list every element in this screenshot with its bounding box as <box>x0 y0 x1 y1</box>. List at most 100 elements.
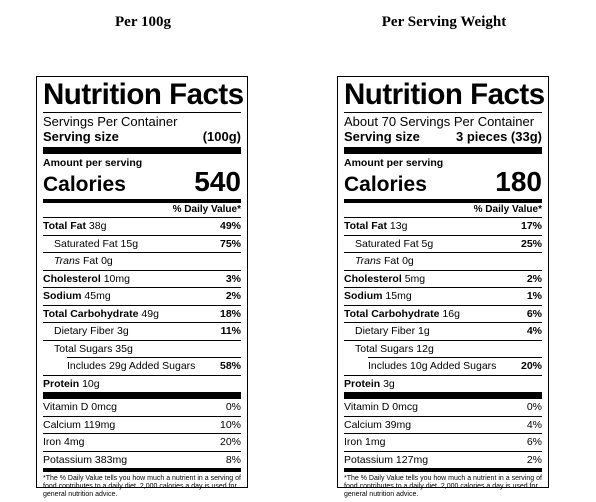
saturated-fat-label: Saturated Fat 5g <box>355 237 434 250</box>
nutrition-label-per-serving: Nutrition Facts About 70 Servings Per Co… <box>337 76 549 498</box>
added-sugars-row: Includes 10g Added Sugars 20% <box>368 357 542 375</box>
trans-fat-row: Trans Fat 0g <box>344 252 542 270</box>
heading-per-serving: Per Serving Weight <box>381 14 507 30</box>
added-sugars-pct: 58% <box>219 360 241 372</box>
sodium-amount: 15mg <box>385 290 412 302</box>
calories-row: Calories 540 <box>43 168 241 196</box>
potassium-row: Potassium 127mg 2% <box>344 450 542 469</box>
nutrition-facts-title: Nutrition Facts <box>43 78 244 111</box>
sodium-label: Sodium <box>43 290 82 302</box>
protein-row: Protein 3g <box>344 374 542 393</box>
amount-per-serving: Amount per serving <box>43 157 143 169</box>
calcium-label: Calcium 119mg <box>43 418 116 431</box>
footnote: *The % Daily Value tells you how much a … <box>43 475 241 498</box>
protein-amount: 3g <box>383 377 395 390</box>
calcium-row: Calcium 119mg 10% <box>43 415 241 434</box>
dietary-fiber-label: Dietary Fiber 1g <box>355 325 430 337</box>
footnote: *The % Daily Value tells you how much a … <box>344 475 542 498</box>
total-carb-amount: 49g <box>141 307 159 320</box>
protein-label: Protein <box>43 377 80 390</box>
total-carb-amount: 16g <box>442 307 460 320</box>
calcium-row: Calcium 39mg 4% <box>344 415 542 434</box>
calories-row: Calories 180 <box>344 166 542 197</box>
cholesterol-amount: 5mg <box>404 272 426 285</box>
cholesterol-pct: 3% <box>225 272 241 285</box>
total-sugars-label: Total Sugars 12g <box>355 342 434 355</box>
potassium-label: Potassium 127mg <box>344 453 429 466</box>
total-sugars-row: Total Sugars 35g <box>43 339 241 358</box>
total-carb-pct: 18% <box>219 307 241 320</box>
calcium-pct: 10% <box>219 418 241 431</box>
heading-per-100g: Per 100g <box>115 14 171 30</box>
total-sugars-row: Total Sugars 12g <box>344 339 542 358</box>
total-fat-amount: 38g <box>88 220 107 232</box>
trans-fat-label: Trans <box>355 255 382 267</box>
total-carb-row: Total Carbohydrate 49g 18% <box>43 304 241 323</box>
sodium-pct: 1% <box>526 290 542 302</box>
potassium-pct: 2% <box>526 453 542 466</box>
trans-fat-amount: Fat 0g <box>383 255 414 267</box>
vitamin-d-label: Vitamin D 0mcg <box>43 401 117 413</box>
added-sugars-label: Includes 10g Added Sugars <box>368 360 497 372</box>
saturated-fat-pct: 75% <box>219 237 241 250</box>
serving-size-row: Serving size 3 pieces (33g) <box>344 129 542 144</box>
vitamin-d-pct: 0% <box>526 401 542 413</box>
added-sugars-label: Includes 29g Added Sugars <box>67 360 196 372</box>
protein-label: Protein <box>344 377 381 390</box>
cholesterol-row: Cholesterol 5mg 2% <box>344 269 542 288</box>
trans-fat-label: Trans <box>54 255 81 267</box>
dietary-fiber-pct: 4% <box>526 325 542 337</box>
calories-label: Calories <box>344 173 427 196</box>
saturated-fat-row: Saturated Fat 15g 75% <box>43 234 241 253</box>
cholesterol-amount: 10mg <box>103 272 130 285</box>
added-sugars-pct: 20% <box>520 360 542 372</box>
potassium-label: Potassium 383mg <box>43 453 128 466</box>
total-carb-label: Total Carbohydrate <box>344 307 440 320</box>
added-sugars-row: Includes 29g Added Sugars 58% <box>67 357 241 375</box>
calcium-label: Calcium 39mg <box>344 418 412 431</box>
protein-row: Protein 10g <box>43 374 241 393</box>
nutrition-facts-title: Nutrition Facts <box>344 78 545 111</box>
potassium-row: Potassium 383mg 8% <box>43 450 241 469</box>
serving-size-row: Serving size (100g) <box>43 129 241 144</box>
calories-value: 180 <box>495 166 542 197</box>
iron-label: Iron 1mg <box>344 436 386 448</box>
trans-fat-row: Trans Fat 0g <box>43 252 241 270</box>
serving-size-value: (100g) <box>202 129 241 144</box>
serving-size-label: Serving size <box>344 129 420 144</box>
serving-size-label: Serving size <box>43 129 119 144</box>
total-fat-row: Total Fat 13g 17% <box>344 217 542 235</box>
dietary-fiber-row: Dietary Fiber 3g 11% <box>43 322 241 340</box>
dietary-fiber-label: Dietary Fiber 3g <box>54 325 129 337</box>
calories-label: Calories <box>43 173 126 196</box>
iron-row: Iron 1mg 6% <box>344 433 542 451</box>
vitamin-d-row: Vitamin D 0mcg 0% <box>43 399 241 416</box>
cholesterol-label: Cholesterol <box>43 272 101 285</box>
saturated-fat-row: Saturated Fat 5g 25% <box>344 234 542 253</box>
saturated-fat-label: Saturated Fat 15g <box>54 237 139 250</box>
protein-amount: 10g <box>82 377 100 390</box>
total-fat-pct: 17% <box>520 220 542 232</box>
servings-per-container: Servings Per Container <box>43 114 178 129</box>
total-fat-label: Total Fat <box>344 220 387 232</box>
sodium-row: Sodium 15mg 1% <box>344 287 542 305</box>
vitamin-d-row: Vitamin D 0mcg 0% <box>344 399 542 416</box>
cholesterol-row: Cholesterol 10mg 3% <box>43 269 241 288</box>
total-fat-pct: 49% <box>219 220 241 232</box>
sodium-row: Sodium 45mg 2% <box>43 287 241 305</box>
saturated-fat-pct: 25% <box>520 237 542 250</box>
potassium-pct: 8% <box>225 453 241 466</box>
trans-fat-amount: Fat 0g <box>82 255 113 267</box>
serving-size-value: 3 pieces (33g) <box>456 129 542 144</box>
total-fat-amount: 13g <box>389 220 408 232</box>
dietary-fiber-row: Dietary Fiber 1g 4% <box>344 322 542 340</box>
iron-pct: 6% <box>526 436 542 448</box>
calcium-pct: 4% <box>526 418 542 431</box>
total-carb-row: Total Carbohydrate 16g 6% <box>344 304 542 323</box>
servings-per-container: About 70 Servings Per Container <box>344 114 535 129</box>
amount-per-serving: Amount per serving <box>344 157 444 169</box>
daily-value-header: % Daily Value* <box>172 204 241 215</box>
nutrition-label-per-100g: Nutrition Facts Servings Per Container S… <box>36 76 248 498</box>
sodium-pct: 2% <box>225 290 241 302</box>
iron-pct: 20% <box>219 436 241 448</box>
